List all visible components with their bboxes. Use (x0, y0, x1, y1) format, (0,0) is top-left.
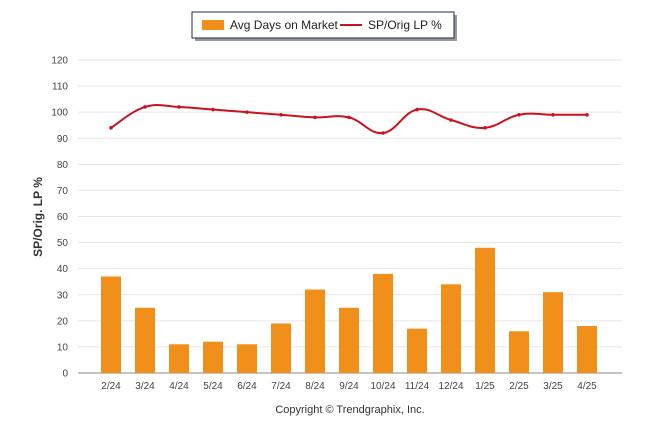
bar (475, 247, 495, 373)
line-point (517, 112, 521, 117)
x-tick-label: 3/25 (543, 381, 563, 392)
line-point (143, 105, 147, 109)
bar (135, 307, 155, 373)
line-point (585, 112, 589, 117)
x-tick-label: 12/24 (438, 381, 463, 392)
x-tick-label: 2/25 (509, 381, 529, 392)
bar (339, 307, 359, 373)
y-tick-label: 80 (57, 160, 69, 171)
line-point (347, 115, 351, 120)
bar (509, 331, 529, 373)
bar (441, 284, 461, 373)
line-point (211, 107, 215, 112)
line-point (177, 105, 181, 109)
x-tick-label: 9/24 (339, 381, 359, 392)
y-tick-label: 20 (57, 316, 69, 327)
x-tick-label: 8/24 (305, 381, 325, 392)
bar-series (101, 247, 597, 373)
x-tick-label: 10/24 (370, 381, 395, 392)
x-tick-label: 5/24 (203, 381, 223, 392)
line-series (109, 103, 589, 135)
legend-label-line: SP/Orig LP % (368, 18, 442, 32)
x-tick-label: 7/24 (271, 381, 291, 392)
line-point (381, 131, 385, 135)
legend-swatch-bar (202, 20, 224, 30)
line-point (483, 126, 487, 130)
y-tick-label: 110 (52, 82, 68, 93)
bar (101, 276, 121, 373)
bar (271, 323, 291, 373)
line-point (551, 112, 555, 117)
y-axis-title: SP/Orig. LP % (31, 177, 45, 257)
y-tick-label: 30 (57, 290, 69, 301)
line-point (279, 112, 283, 117)
bar (407, 328, 427, 373)
legend-label-bar: Avg Days on Market (230, 18, 338, 32)
line-point (245, 110, 249, 114)
x-tick-label: 4/24 (169, 381, 189, 392)
x-tick-label: 6/24 (237, 381, 257, 392)
y-tick-label: 0 (62, 369, 68, 380)
y-tick-label: 120 (51, 56, 68, 67)
line-point (109, 126, 113, 130)
x-tick-label: 3/24 (135, 381, 155, 392)
y-tick-label: 90 (57, 134, 69, 145)
line-point (313, 115, 317, 120)
bar (373, 273, 393, 373)
y-tick-label: 100 (51, 108, 68, 119)
y-tick-labels: 0 10 20 30 40 50 60 70 80 90 100 110 120 (51, 56, 68, 380)
y-tick-label: 70 (57, 186, 69, 197)
y-tick-label: 60 (57, 212, 69, 223)
line-point (415, 107, 419, 112)
bar (237, 344, 257, 373)
y-tick-label: 50 (57, 238, 69, 249)
y-tick-label: 40 (57, 264, 69, 275)
x-tick-label: 1/25 (475, 381, 495, 392)
bar (577, 326, 597, 373)
x-tick-labels: 2/24 3/24 4/24 5/24 6/24 7/24 8/24 9/24 10/24 11/… (101, 381, 597, 392)
bar (305, 289, 325, 373)
legend: Avg Days on Market SP/Orig LP % (191, 11, 457, 41)
bar (203, 341, 223, 373)
bar (169, 344, 189, 373)
x-tick-label: 4/25 (577, 381, 597, 392)
bar (543, 292, 563, 373)
x-tick-label: 2/24 (101, 381, 121, 392)
gridlines (78, 59, 622, 374)
line-point (449, 118, 453, 122)
copyright-text: Copyright © Trendgraphix, Inc. (275, 404, 424, 416)
y-tick-label: 10 (57, 342, 69, 353)
x-tick-label: 11/24 (405, 381, 430, 392)
